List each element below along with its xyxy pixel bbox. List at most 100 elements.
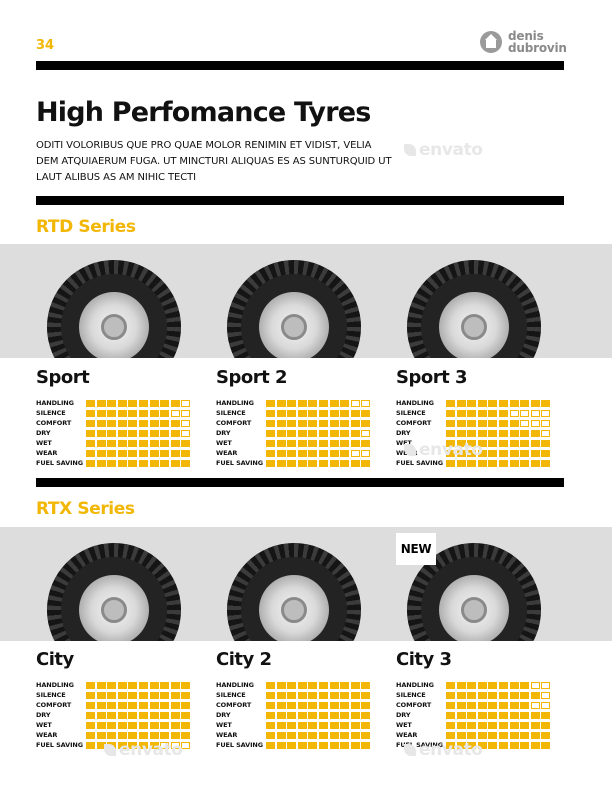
rating-row: COMFORT	[396, 418, 576, 428]
rating-cell	[107, 691, 117, 699]
rating-cell	[541, 399, 551, 407]
rating-cell	[86, 731, 95, 739]
rating-meter	[86, 701, 192, 709]
rating-cell	[488, 691, 498, 699]
rating-cell	[467, 721, 477, 729]
rating-cell	[170, 701, 180, 709]
rating-cell	[138, 711, 148, 719]
rating-cell	[456, 449, 466, 457]
product-card: Sport 3 HANDLING SILENCE COMFORT DRY WETWEAR…	[396, 366, 576, 468]
rating-cell	[350, 449, 360, 457]
rating-meter	[446, 741, 552, 749]
rating-cell	[446, 691, 455, 699]
rating-cell	[287, 449, 297, 457]
rating-meter	[446, 439, 552, 447]
rating-meter	[266, 439, 372, 447]
rating-cell	[498, 409, 508, 417]
rating-cell	[361, 399, 371, 407]
rating-cell	[117, 721, 127, 729]
rating-cell	[128, 409, 138, 417]
rating-cell	[541, 701, 551, 709]
rating-row: HANDLING	[396, 680, 576, 690]
product-card: Sport 2 HANDLING SILENCE COMFORT DRY WET WEAR…	[216, 366, 396, 468]
rating-cell	[276, 711, 286, 719]
rating-cell	[138, 731, 148, 739]
rating-cell	[329, 439, 339, 447]
rating-cell	[520, 449, 530, 457]
rating-meter	[266, 731, 372, 739]
watermark: envato	[104, 740, 183, 760]
rating-cell	[340, 741, 350, 749]
ratings: HANDLING SILENCE COMFORT DRY WET WEAR FUEL SAV…	[36, 680, 216, 750]
rating-cell	[128, 399, 138, 407]
rating-cell	[160, 701, 170, 709]
rating-cell	[308, 409, 318, 417]
rating-cell	[477, 439, 487, 447]
tyre-image	[227, 543, 361, 641]
rating-cell	[149, 399, 159, 407]
intro-line: DEM ATQUIAERUM FUGA. UT MINCTURI ALIQUAS…	[36, 156, 392, 167]
rating-meter	[266, 409, 372, 417]
rating-cell	[361, 721, 371, 729]
rating-cell	[170, 409, 180, 417]
rating-cell	[477, 429, 487, 437]
rating-cell	[477, 459, 487, 467]
rating-label: DRY	[36, 711, 51, 719]
rating-cell	[276, 701, 286, 709]
rating-cell	[509, 731, 519, 739]
rating-row: FUEL SAVING	[396, 740, 576, 750]
rating-cell	[477, 681, 487, 689]
rating-cell	[350, 711, 360, 719]
rating-label: SILENCE	[36, 691, 66, 699]
rating-cell	[96, 731, 106, 739]
rating-label: FUEL SAVING	[396, 741, 443, 749]
rating-cell	[138, 409, 148, 417]
rating-cell	[107, 439, 117, 447]
rating-cell	[86, 721, 95, 729]
rating-cell	[266, 701, 275, 709]
leaf-icon	[104, 744, 116, 756]
leaf-icon	[404, 744, 416, 756]
rating-row: HANDLING	[36, 680, 216, 690]
rating-cell	[477, 741, 487, 749]
rating-cell	[541, 711, 551, 719]
rating-cell	[350, 731, 360, 739]
rating-label: WET	[396, 439, 412, 447]
rating-cell	[297, 701, 307, 709]
rating-cell	[149, 429, 159, 437]
rating-cell	[138, 741, 148, 749]
rating-cell	[350, 681, 360, 689]
rating-cell	[308, 721, 318, 729]
rating-row: HANDLING	[216, 680, 396, 690]
rating-cell	[149, 711, 159, 719]
rating-cell	[170, 691, 180, 699]
rating-cell	[456, 399, 466, 407]
rating-cell	[530, 731, 540, 739]
rating-label: COMFORT	[396, 701, 432, 709]
rating-label: SILENCE	[216, 691, 246, 699]
intro-line: ODITI VOLORIBUS QUE PRO QUAE MOLOR RENIM…	[36, 140, 372, 151]
rating-cell	[297, 721, 307, 729]
rating-cell	[530, 409, 540, 417]
rating-cell	[467, 429, 477, 437]
rating-cell	[318, 439, 328, 447]
rating-cell	[266, 731, 275, 739]
rating-row: SILENCE	[36, 690, 216, 700]
rating-cell	[181, 439, 191, 447]
rating-cell	[498, 701, 508, 709]
rating-label: COMFORT	[396, 419, 432, 427]
rating-cell	[318, 459, 328, 467]
rating-cell	[149, 681, 159, 689]
rating-cell	[160, 429, 170, 437]
brand-line-2: dubrovin	[508, 41, 567, 55]
rating-cell	[287, 711, 297, 719]
rating-cell	[128, 721, 138, 729]
rating-cell	[266, 399, 275, 407]
rating-meter	[446, 429, 552, 437]
rating-cell	[541, 459, 551, 467]
rating-cell	[128, 691, 138, 699]
rating-row: FUEL SAVING	[36, 458, 216, 468]
rating-cell	[128, 449, 138, 457]
rating-row: HANDLING	[396, 398, 576, 408]
rating-meter	[446, 681, 552, 689]
